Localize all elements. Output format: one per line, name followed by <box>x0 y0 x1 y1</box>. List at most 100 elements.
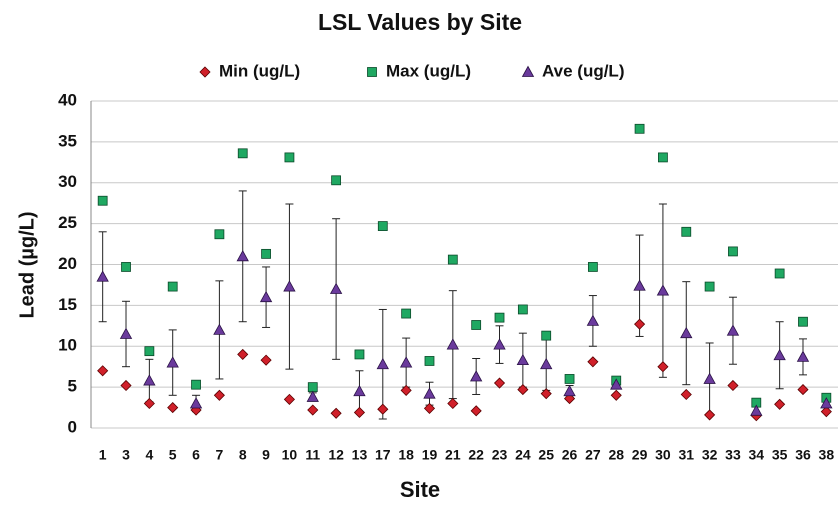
max-point <box>564 374 575 384</box>
min-point <box>260 354 272 366</box>
x-tick-label: 8 <box>239 447 247 463</box>
x-tick-label: 22 <box>468 447 484 463</box>
x-tick-label: 1 <box>99 447 107 463</box>
legend-label: Min (ug/L) <box>219 61 300 80</box>
max-point <box>401 308 412 319</box>
ave-point <box>446 338 460 350</box>
min-point <box>517 384 529 396</box>
x-tick-label: 13 <box>352 447 368 463</box>
ave-point <box>329 282 343 294</box>
x-tick-label: 10 <box>282 447 298 463</box>
min-point <box>657 361 669 373</box>
x-tick-label: 33 <box>725 447 741 463</box>
max-point <box>704 281 715 292</box>
max-point <box>307 382 318 393</box>
x-tick-label: 9 <box>262 447 270 463</box>
min-point <box>213 389 225 401</box>
min-point <box>587 356 599 368</box>
max-point <box>237 148 248 159</box>
ave-point <box>563 384 576 397</box>
min-point <box>330 407 342 419</box>
ave-point <box>166 356 179 368</box>
x-tick-label: 24 <box>515 447 531 463</box>
ave-point <box>306 390 319 402</box>
x-tick-label: 34 <box>749 447 765 463</box>
min-point <box>143 397 155 410</box>
y-tick-label: 35 <box>58 131 77 150</box>
ave-point <box>726 324 740 336</box>
max-point <box>447 254 458 265</box>
x-tick-label: 31 <box>678 447 694 463</box>
x-tick-label: 4 <box>145 447 153 463</box>
min-point <box>283 393 295 405</box>
max-point <box>658 152 668 163</box>
y-tick-label: 5 <box>68 377 77 396</box>
min-point <box>97 365 109 377</box>
min-point <box>634 318 646 330</box>
max-point <box>424 356 435 366</box>
max-point <box>354 349 365 360</box>
x-tick-label: 3 <box>122 447 130 463</box>
min-point <box>423 402 436 414</box>
min-point <box>493 377 506 389</box>
max-point <box>167 281 178 292</box>
y-tick-label: 20 <box>58 254 77 273</box>
ave-point <box>376 357 389 370</box>
ave-point <box>516 353 530 366</box>
max-point <box>144 346 155 357</box>
y-tick-label: 40 <box>58 90 77 109</box>
ave-point <box>189 397 203 409</box>
x-tick-label: 5 <box>169 447 177 463</box>
max-point <box>681 226 692 237</box>
ave-point <box>796 350 810 362</box>
y-tick-label: 30 <box>58 172 77 191</box>
max-point <box>284 152 295 163</box>
legend-marker <box>199 66 211 78</box>
ave-point <box>423 387 436 399</box>
ave-point <box>119 327 133 339</box>
y-tick-label: 15 <box>58 295 77 314</box>
ave-point <box>469 370 483 382</box>
ave-point <box>586 314 600 326</box>
max-point <box>191 379 201 390</box>
legend-marker <box>521 65 535 77</box>
min-point <box>237 348 249 360</box>
min-point <box>727 379 739 392</box>
x-tick-label: 29 <box>632 447 648 463</box>
x-tick-label: 26 <box>562 447 578 463</box>
ave-point <box>773 348 786 361</box>
min-point <box>167 401 179 414</box>
min-point <box>680 388 692 401</box>
x-tick-label: 11 <box>305 447 320 463</box>
max-point <box>214 229 225 240</box>
legend-marker <box>367 67 377 77</box>
max-point <box>471 320 482 330</box>
x-tick-label: 18 <box>398 447 414 463</box>
ave-point <box>236 249 249 262</box>
x-tick-label: 17 <box>375 447 391 463</box>
x-tick-label: 21 <box>445 447 461 463</box>
x-tick-label: 7 <box>215 447 223 463</box>
max-point <box>587 262 598 272</box>
max-point <box>634 123 645 134</box>
max-point <box>774 268 785 279</box>
x-tick-label: 23 <box>492 447 508 463</box>
x-tick-label: 6 <box>192 447 200 463</box>
x-tick-label: 19 <box>422 447 438 463</box>
y-tick-label: 25 <box>58 213 77 232</box>
legend-label: Ave (ug/L) <box>542 61 624 80</box>
ave-point <box>633 279 646 291</box>
max-point <box>541 330 552 341</box>
ave-point <box>213 323 226 335</box>
x-tick-label: 36 <box>795 447 811 463</box>
ave-point <box>399 356 413 368</box>
x-tick-label: 30 <box>655 447 671 463</box>
x-axis-label: Site <box>400 477 440 502</box>
ave-point <box>820 397 833 409</box>
ave-point <box>353 384 366 397</box>
chart-title: LSL Values by Site <box>318 9 522 35</box>
max-point <box>331 175 342 186</box>
min-point <box>820 406 832 418</box>
max-point <box>377 221 388 231</box>
